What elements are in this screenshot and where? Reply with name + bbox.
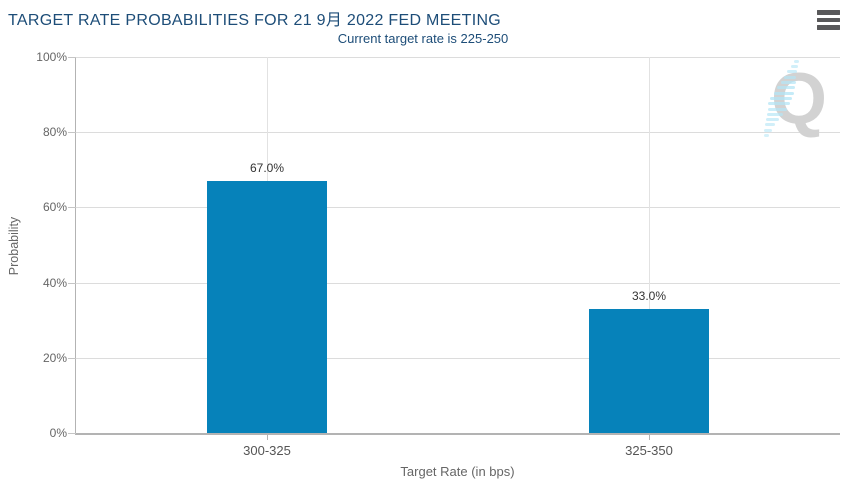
hamburger-icon: [817, 17, 840, 23]
y-tick: [68, 282, 76, 284]
y-tick: [68, 357, 76, 359]
chart-title: TARGET RATE PROBABILITIES FOR 21 9月 2022…: [8, 12, 502, 29]
x-category-label: 325-350: [625, 443, 673, 458]
x-axis-title: Target Rate (in bps): [400, 464, 515, 479]
gridline: [76, 57, 840, 58]
gridline: [76, 207, 840, 209]
y-tick: [68, 207, 76, 209]
bar-value-label: 33.0%: [631, 288, 667, 303]
y-tick-label: 20%: [42, 350, 67, 365]
y-tick: [68, 433, 76, 434]
plot-area: 0% 20% 40% 60% 80% 100% 67.0% 300-325 33.0% 325-3…: [36, 50, 840, 458]
x-category-label: 300-325: [243, 443, 291, 458]
y-axis-title: Probability: [7, 216, 21, 276]
hamburger-icon: [817, 10, 840, 15]
bar-325-350[interactable]: [589, 308, 709, 433]
y-tick-label: 60%: [42, 200, 67, 215]
gridline: [76, 282, 840, 284]
y-tick-label: 80%: [42, 125, 67, 140]
bar-300-325[interactable]: [207, 181, 327, 433]
y-tick-label: 100%: [36, 50, 67, 64]
y-tick: [68, 132, 76, 134]
x-tick: [266, 435, 268, 440]
gridline: [76, 357, 840, 359]
y-tick-label: 0%: [49, 426, 67, 440]
chart-subtitle: Current target rate is 225-250: [337, 31, 509, 46]
gridline: [648, 57, 650, 433]
y-tick: [68, 57, 76, 58]
y-tick-label: 40%: [42, 275, 67, 290]
chart-menu-button[interactable]: [815, 7, 842, 33]
x-tick: [648, 435, 650, 440]
bar-value-label: 67.0%: [249, 161, 285, 176]
hamburger-icon: [817, 25, 840, 30]
gridline: [76, 132, 840, 134]
